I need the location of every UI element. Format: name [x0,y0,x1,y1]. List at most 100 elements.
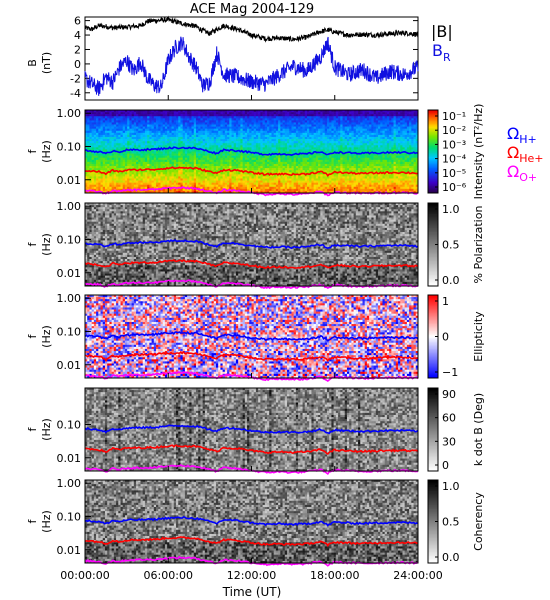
heatmap-cell [125,156,128,158]
heatmap-cell [127,183,130,185]
heatmap-cell [189,137,192,139]
heatmap-cell [141,183,144,185]
heatmap-cell [149,183,152,185]
heatmap-cell [192,162,195,164]
heatmap-cell [121,112,124,114]
heatmap-cell [247,183,250,185]
heatmap-cell [265,147,268,149]
heatmap-cell [198,176,201,178]
heatmap-cell [258,168,261,170]
heatmap-cell [169,141,172,143]
heatmap-cell [160,183,163,185]
heatmap-cell [258,133,261,135]
heatmap-cell [138,185,141,187]
heatmap-cell [220,160,223,162]
heatmap-cell [269,127,272,129]
heatmap-cell [160,120,163,122]
heatmap-cell [87,129,90,131]
heatmap-cell [236,185,239,187]
heatmap-cell [203,154,206,156]
heatmap-cell [154,158,157,160]
heatmap-cell [105,183,108,185]
heatmap-cell [249,129,252,131]
heatmap-cell [145,129,148,131]
heatmap-cell [183,143,186,145]
heatmap-cell [154,137,157,139]
heatmap-cell [189,120,192,122]
heatmap-cell [96,129,99,131]
heatmap-cell [127,145,130,147]
heatmap-cell [245,176,248,178]
heatmap-cell [223,183,226,185]
heatmap-cell [209,162,212,164]
heatmap-cell [98,176,101,178]
heatmap-cell [209,118,212,120]
heatmap-cell [238,116,241,118]
heatmap-cell [245,147,248,149]
heatmap-cell [87,143,90,145]
heatmap-cell [209,187,212,189]
heatmap-cell [156,145,159,147]
heatmap-cell [236,178,239,180]
heatmap-cell [212,118,215,120]
heatmap-cell [240,120,243,122]
heatmap-cell [121,118,124,120]
heatmap-cell [249,168,252,170]
heatmap-cell [134,156,137,158]
heatmap-cell [192,152,195,154]
heatmap-cell [87,131,90,133]
heatmap-cell [187,139,190,141]
heatmap-cell [98,120,101,122]
heatmap-cell [116,164,119,166]
heatmap-cell [160,166,163,168]
heatmap-cell [156,174,159,176]
spectrogram-panels: 1.000.100.01f (Hz)10⁻¹10⁻²10⁻³10⁻⁴10⁻⁵10⁻… [26,104,485,566]
heatmap-cell [200,160,203,162]
heatmap-cell [143,137,146,139]
heatmap-cell [123,162,126,164]
heatmap-cell [254,141,257,143]
heatmap-cell [183,122,186,124]
heatmap-cell [176,152,179,154]
heatmap-cell [92,129,95,131]
heatmap-cell [247,147,250,149]
heatmap-cell [138,164,141,166]
heatmap-cell [240,125,243,127]
heatmap-cell [245,129,248,131]
heatmap-cell [158,172,161,174]
heatmap-cell [147,156,150,158]
heatmap-cell [223,116,226,118]
heatmap-cell [256,178,259,180]
heatmap-cell [256,125,259,127]
heatmap-cell [145,116,148,118]
heatmap-cell [112,183,115,185]
heatmap-cell [247,187,250,189]
heatmap-cell [152,120,155,122]
heatmap-cell [249,162,252,164]
heatmap-cell [138,133,141,135]
heatmap-cell [125,176,128,178]
heatmap-cell [132,118,135,120]
heatmap-cell [156,122,159,124]
heatmap-cell [194,149,197,151]
heatmap-cell [167,170,170,172]
heatmap-cell [123,166,126,168]
heatmap-cell [141,112,144,114]
heatmap-cell [187,131,190,133]
heatmap-cell [240,174,243,176]
heatmap-cell [160,116,163,118]
heatmap-cell [92,160,95,162]
heatmap-cell [136,185,139,187]
heatmap-cell [216,178,219,180]
heatmap-cell [207,147,210,149]
heatmap-cell [163,143,166,145]
heatmap-cell [269,125,272,127]
heatmap-cell [260,131,263,133]
heatmap-cell [225,154,228,156]
heatmap-cell [187,137,190,139]
heatmap-cell [165,152,168,154]
heatmap-cell [254,127,257,129]
heatmap-cell [87,162,90,164]
heatmap-cell [96,131,99,133]
heatmap-cell [103,131,106,133]
